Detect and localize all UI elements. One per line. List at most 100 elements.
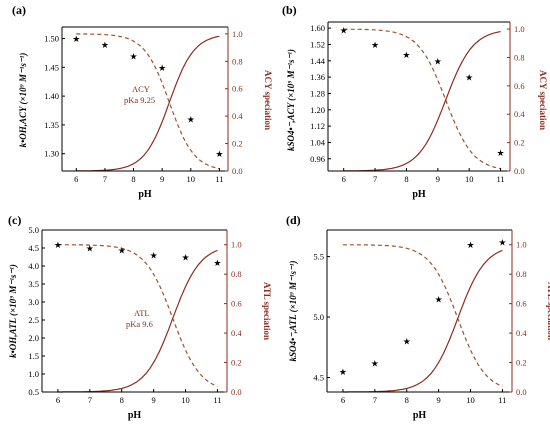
panel-label: (a): [12, 3, 26, 17]
y2-tick-label: 0.6: [232, 84, 243, 94]
y-tick-label: 5.0: [313, 312, 324, 322]
panel-a: 6 7 8 9 10 11 1.30 1.35 1.40 1.45 1.50 0.0 0.2 0.4 0.6…: [12, 3, 273, 200]
y-axis-label: k•OH,ACY (×10⁹ M⁻¹s⁻¹): [18, 53, 28, 148]
x-axis-label: pH: [413, 410, 427, 421]
x-tick-label: 8: [404, 174, 408, 184]
y-tick-label: 4.5: [313, 372, 324, 382]
y-tick-label: 5.5: [313, 252, 324, 262]
data-point: ★: [158, 64, 166, 74]
annotation-text: ATL: [134, 308, 150, 318]
y2-tick-label: 0.4: [516, 328, 527, 338]
x-axis-label: pH: [138, 189, 152, 200]
y-axis-label: k•OH,ATL (×10⁹ M⁻¹s⁻¹): [8, 264, 18, 358]
y-tick-label: 1.35: [44, 120, 59, 130]
neutral-fraction-curve: [342, 244, 503, 387]
x-tick-label: 6: [74, 174, 78, 184]
y-tick-label: 1.45: [44, 62, 59, 72]
y2-tick-label: 0.8: [232, 56, 243, 66]
y2-tick-label: 0.8: [231, 269, 242, 279]
data-point: ★: [150, 252, 158, 262]
data-point: ★: [187, 116, 195, 126]
x-tick-label: 10: [181, 395, 190, 405]
ionized-fraction-curve: [343, 31, 501, 172]
y2-axis-label: ACY speciation: [263, 70, 273, 130]
y2-tick-label: 0.2: [232, 139, 243, 149]
x-tick-label: 6: [341, 395, 345, 405]
y-tick-label: 1.28: [310, 88, 325, 98]
y2-tick-label: 0.8: [516, 269, 527, 279]
data-point: ★: [86, 245, 94, 255]
y-tick-label: 1.50: [44, 34, 59, 44]
y2-tick-label: 0.4: [514, 109, 525, 119]
y-tick-label: 1.44: [310, 56, 326, 66]
y2-axis-label: ATL speciation: [262, 282, 272, 340]
x-tick-label: 7: [103, 174, 107, 184]
y2-tick-label: 1.0: [231, 240, 242, 250]
y-tick-label: 4.0: [28, 261, 39, 271]
y-tick-label: 2.5: [28, 315, 39, 325]
neutral-fraction-curve: [76, 33, 220, 170]
y2-tick-label: 0.4: [232, 111, 243, 121]
data-point: ★: [181, 254, 189, 264]
y-tick-label: 1.0: [28, 369, 39, 379]
x-axis-label: pH: [412, 189, 426, 200]
data-point: ★: [434, 57, 442, 67]
y2-tick-label: 0.0: [231, 387, 242, 397]
annotation-text: pKa 9.6: [126, 319, 153, 329]
y-tick-label: 0.96: [310, 154, 325, 164]
data-point: ★: [215, 150, 223, 160]
x-tick-label: 7: [373, 395, 377, 405]
data-point: ★: [498, 239, 506, 249]
data-point: ★: [465, 74, 473, 84]
y2-tick-label: 0.0: [232, 166, 243, 176]
data-point: ★: [371, 41, 379, 51]
y2-tick-label: 1.0: [514, 24, 525, 34]
y2-tick-label: 0.6: [231, 299, 242, 309]
y2-axis-label: ATL speciation: [546, 282, 550, 340]
x-tick-label: 9: [436, 174, 440, 184]
x-tick-label: 10: [187, 174, 196, 184]
y2-tick-label: 0.6: [516, 299, 527, 309]
data-point: ★: [435, 295, 443, 305]
data-point: ★: [497, 149, 505, 159]
y-axis-label: kSO4•⁻,ACY (×10⁹ M⁻¹s⁻¹): [286, 49, 296, 151]
x-tick-label: 8: [405, 395, 409, 405]
y-tick-label: 1.60: [310, 23, 325, 33]
ionized-fraction-curve: [342, 249, 503, 393]
y2-tick-label: 0.2: [516, 358, 527, 368]
x-tick-label: 9: [160, 174, 164, 184]
neutral-fraction-curve: [343, 28, 501, 170]
y-tick-label: 1.12: [310, 121, 325, 131]
y-tick-label: 1.5: [28, 351, 39, 361]
y-tick-label: 2.0: [28, 333, 39, 343]
panel-label: (d): [286, 213, 301, 227]
x-tick-label: 6: [342, 174, 346, 184]
x-tick-label: 9: [152, 395, 156, 405]
y2-tick-label: 1.0: [232, 29, 243, 39]
data-point: ★: [339, 368, 347, 378]
y-tick-label: 1.20: [310, 105, 325, 115]
x-axis-label: pH: [128, 410, 142, 421]
y-tick-label: 1.04: [310, 137, 326, 147]
x-tick-label: 10: [465, 174, 474, 184]
y2-tick-label: 0.6: [514, 81, 525, 91]
y-tick-label: 1.36: [310, 72, 325, 82]
y-tick-label: 0.5: [28, 387, 39, 397]
y-tick-label: 1.30: [44, 149, 59, 159]
y2-tick-label: 0.0: [514, 166, 525, 176]
data-point: ★: [402, 51, 410, 61]
x-tick-label: 8: [120, 395, 124, 405]
x-tick-label: 7: [373, 174, 377, 184]
y-axis-label: kSO4•⁻,ATL (×10⁹ M⁻¹s⁻¹): [288, 261, 298, 362]
y2-tick-label: 0.2: [514, 138, 525, 148]
x-tick-label: 7: [88, 395, 92, 405]
panel-c: 6 7 8 9 10 11 0.5 1.0 1.5 2.0 2.5 3.0 3.5 4.0 4.5 5.0 0.…: [8, 213, 272, 421]
y2-tick-label: 0.2: [231, 358, 242, 368]
data-point: ★: [54, 241, 62, 251]
data-point: ★: [371, 359, 379, 369]
data-point: ★: [101, 41, 109, 51]
data-point: ★: [118, 246, 126, 256]
data-point: ★: [72, 35, 80, 45]
y2-tick-label: 0.4: [231, 328, 242, 338]
